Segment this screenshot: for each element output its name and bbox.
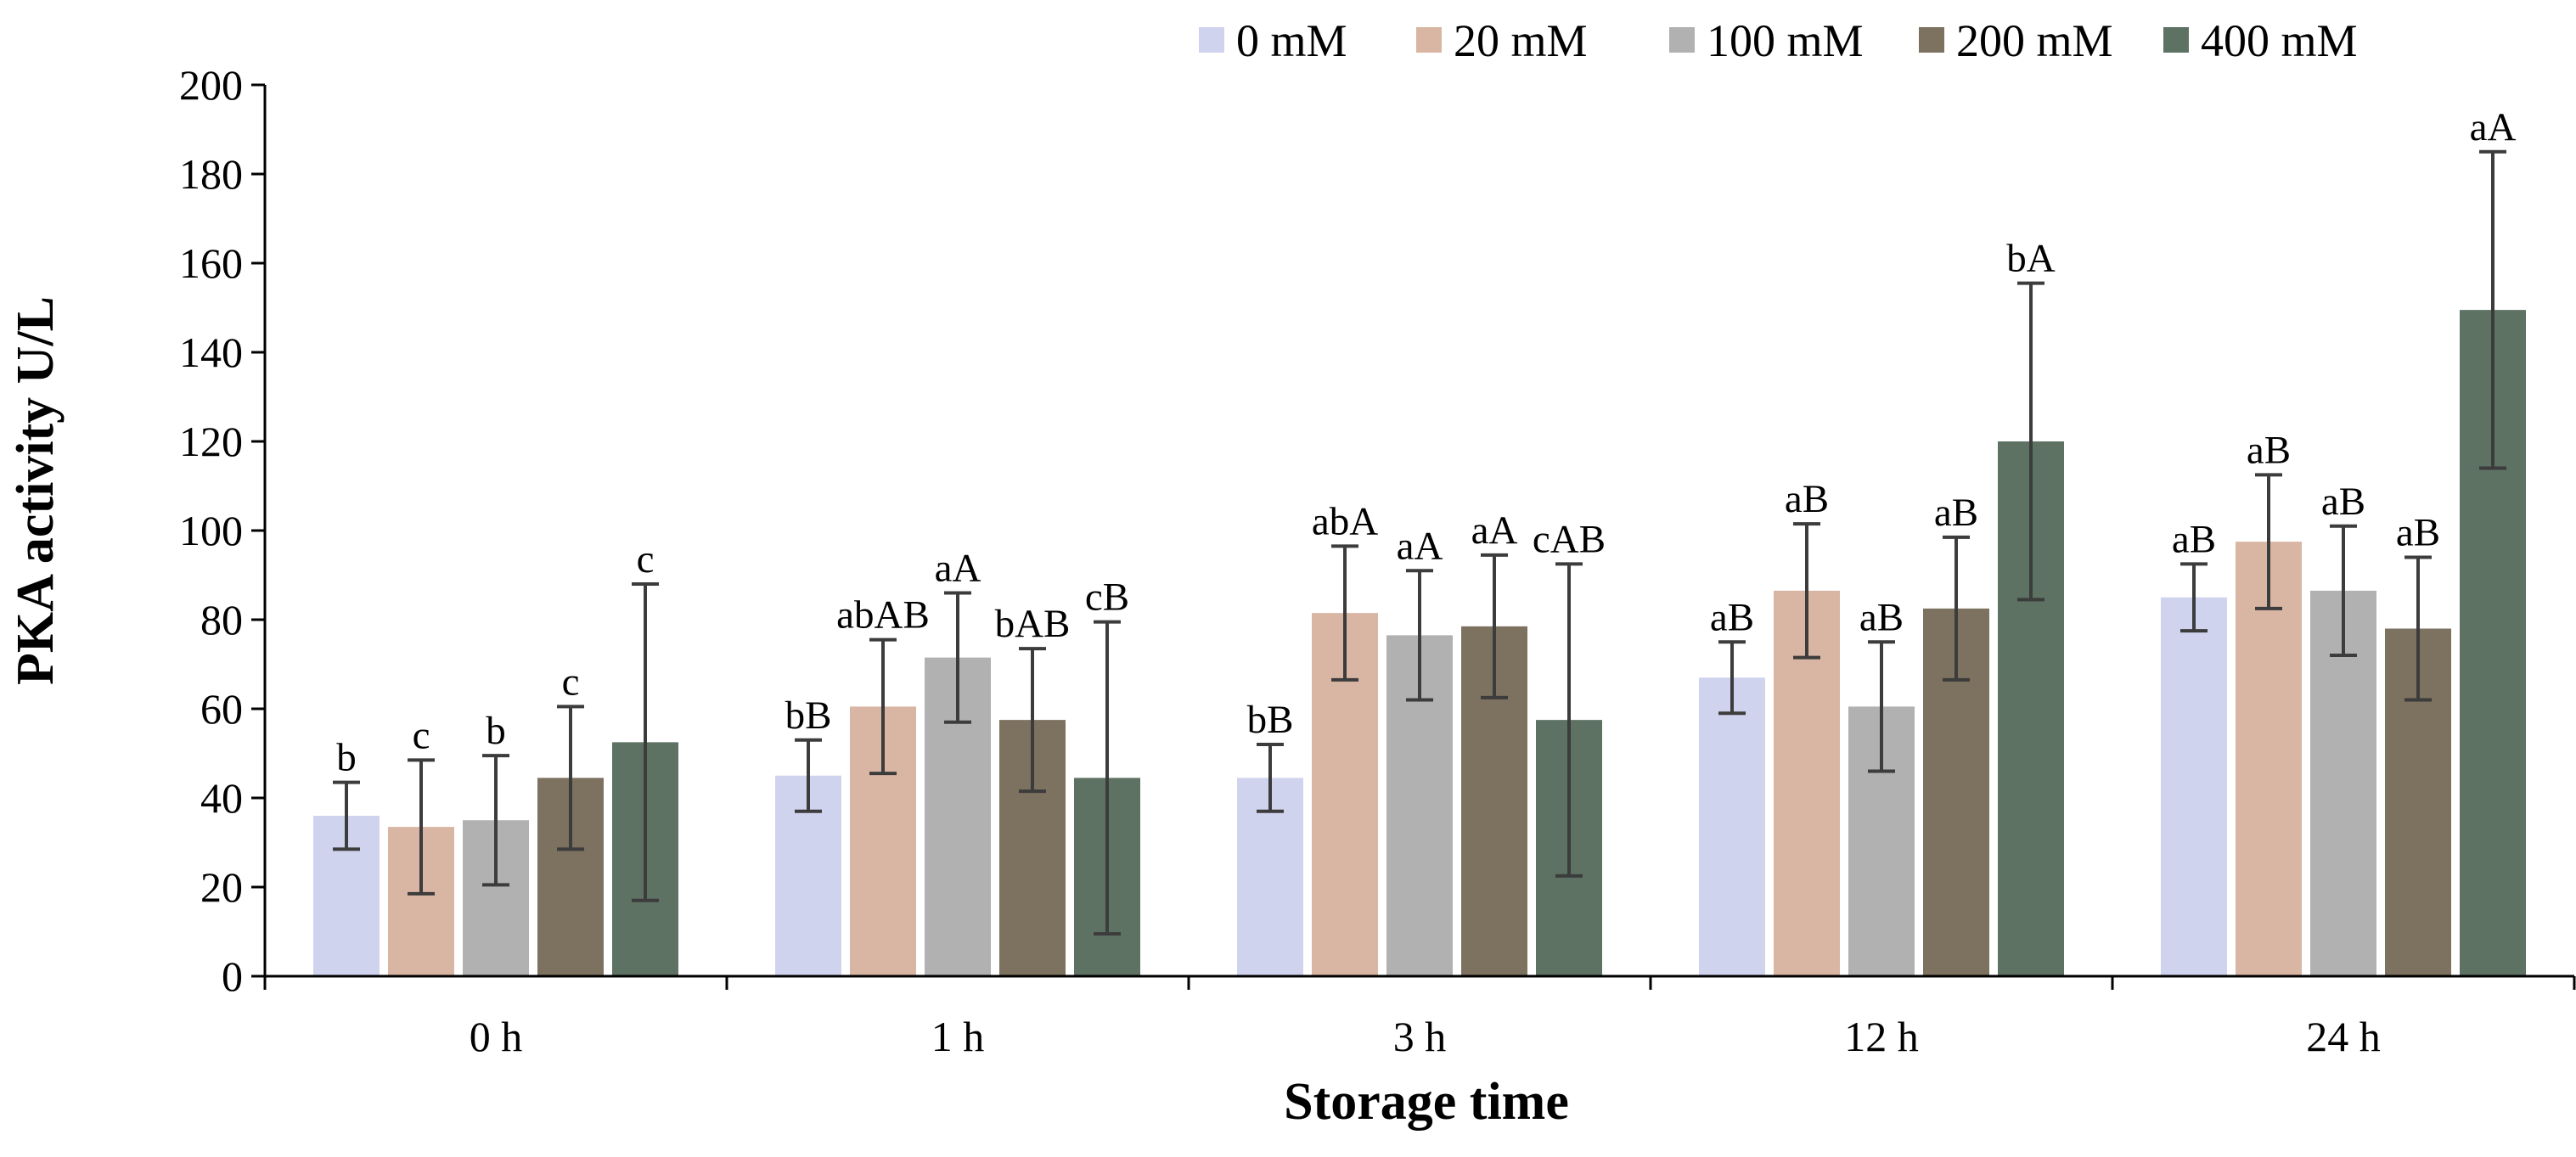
significance-label: aA [1397,524,1443,568]
significance-label: aB [1785,477,1829,521]
significance-label: aB [2396,511,2440,555]
legend-swatch [1919,27,1944,53]
legend: 0 mM 20 mM 100 mM 200 mM 400 mM [1199,15,2358,66]
y-tick-label: 140 [179,329,243,376]
legend-label: 400 mM [2201,15,2358,66]
legend-swatch [1199,27,1224,53]
y-axis-title: PKA activity U/L [7,296,65,685]
significance-label: bA [2006,237,2056,281]
significance-label: c [413,713,430,757]
legend-swatch [1416,27,1442,53]
axes: 0 20 40 60 80 100 120 140 160 180 200 0 h 1 h 3 h 12 h… [179,61,2576,1060]
significance-label: b [486,709,506,753]
significance-label: bAB [995,602,1071,646]
x-tick-label: 3 h [1393,1013,1447,1060]
significance-label: aB [2321,480,2365,524]
error-bars [333,149,2506,936]
legend-label: 200 mM [1956,15,2113,66]
y-tick-label: 120 [179,418,243,465]
y-tick-label: 160 [179,239,243,287]
x-tick-label: 12 h [1844,1013,1919,1060]
significance-label: aA [935,547,981,591]
significance-label: aB [2247,428,2291,472]
significance-label: c [637,537,655,581]
x-tick-label: 1 h [931,1013,985,1060]
significance-label: aB [1710,595,1754,639]
y-tick-label: 40 [200,774,243,822]
significance-label: aA [2470,105,2517,149]
y-tick-label: 100 [179,507,243,554]
significance-label: cAB [1533,517,1606,561]
legend-label: 0 mM [1236,15,1347,66]
legend-swatch [2163,27,2189,53]
y-tick-label: 180 [179,150,243,198]
bar [1699,677,1765,976]
significance-label: b [336,736,357,780]
significance-label: aA [1471,508,1518,553]
bar [2236,542,2302,976]
y-tick-label: 200 [179,61,243,109]
significance-label: c [562,660,580,704]
significance-label: cB [1085,576,1129,620]
significance-labels: b bB bB aB aB c abAB abA aB aB b aA aA aB aB c bAB aA aB aB… [336,105,2516,780]
significance-label: aB [2172,517,2216,561]
y-tick-label: 80 [200,596,243,643]
significance-label: bB [1247,698,1294,742]
significance-label: bB [785,694,832,738]
significance-label: abAB [836,593,930,637]
y-tick-label: 0 [222,952,243,1000]
x-tick-label: 0 h [470,1013,523,1060]
x-axis-title: Storage time [1284,1073,1569,1131]
y-tick-label: 60 [200,685,243,733]
significance-label: aB [1934,491,1978,535]
legend-label: 20 mM [1454,15,1588,66]
significance-label: aB [1859,595,1904,639]
significance-label: abA [1312,499,1378,543]
legend-swatch [1669,27,1695,53]
legend-label: 100 mM [1707,15,1864,66]
bar [2161,597,2227,976]
x-tick-label: 24 h [2306,1013,2381,1060]
y-tick-label: 20 [200,863,243,911]
